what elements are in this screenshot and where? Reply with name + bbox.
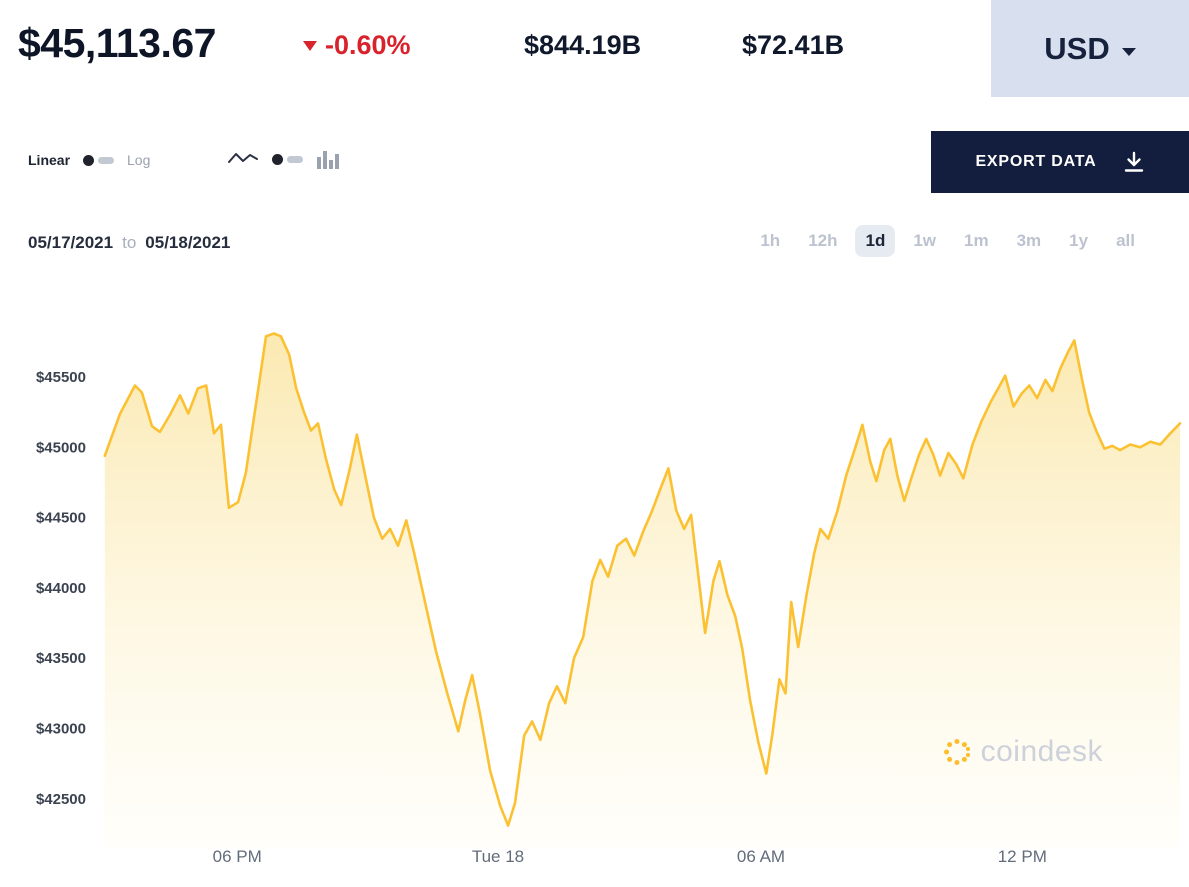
export-data-button[interactable]: EXPORT DATA	[931, 131, 1189, 193]
tab-1d[interactable]: 1d	[855, 225, 896, 257]
x-axis-label: 12 PM	[998, 847, 1047, 866]
price-change-value: -0.60%	[325, 30, 411, 60]
y-axis-label: $45500	[36, 369, 86, 386]
range-tabs: 1h 12h 1d 1w 1m 3m 1y all	[750, 225, 1145, 257]
y-axis-label: $43000	[36, 721, 86, 738]
volume-value: $72.41B	[742, 30, 845, 60]
y-axis-label: $44000	[36, 580, 86, 597]
tab-1m[interactable]: 1m	[954, 225, 999, 257]
scale-toggle-group: Linear Log	[28, 152, 150, 168]
bar-chart-icon	[317, 151, 339, 169]
price-header: $45,113.67 -0.60% $844.19B $72.41B USD	[0, 0, 1189, 97]
toggle-knob	[83, 154, 95, 166]
tab-all[interactable]: all	[1106, 225, 1145, 257]
chart-toolbar: Linear Log EXPORT DATA	[0, 131, 1189, 193]
x-axis-label: 06 AM	[737, 847, 785, 866]
chevron-down-icon	[1121, 47, 1136, 56]
y-axis-label: $45000	[36, 439, 86, 456]
tab-3m[interactable]: 3m	[1007, 225, 1052, 257]
chart-type-toggle-group	[228, 149, 339, 169]
date-range: 05/17/2021 to 05/18/2021	[28, 233, 230, 253]
currency-label: USD	[1044, 30, 1110, 66]
price-area-fill	[104, 333, 1180, 848]
toggle-track	[287, 155, 303, 163]
tab-1w[interactable]: 1w	[903, 225, 946, 257]
price-change: -0.60%	[303, 30, 411, 61]
start-date[interactable]: 05/17/2021	[28, 233, 114, 252]
y-axis-label: $44500	[36, 510, 86, 527]
log-scale-label: Log	[127, 152, 151, 168]
tab-12h[interactable]: 12h	[798, 225, 847, 257]
x-axis-label: 06 PM	[213, 847, 262, 866]
price-line	[103, 332, 1182, 827]
toggle-knob	[272, 153, 283, 165]
down-arrow-icon	[303, 40, 317, 51]
y-axis-label: $42500	[36, 791, 86, 808]
tab-1y[interactable]: 1y	[1059, 225, 1098, 257]
y-axis-label: $43500	[36, 650, 86, 667]
range-row: 05/17/2021 to 05/18/2021 1h 12h 1d 1w 1m 3m 1y…	[0, 223, 1189, 267]
chart-type-toggle-switch[interactable]	[272, 153, 303, 165]
currency-selector[interactable]: USD	[991, 0, 1189, 97]
chart-section: $45500 $45000 $44500 $44000 $43500 $43000 $425…	[0, 310, 1189, 870]
tab-1h[interactable]: 1h	[750, 225, 790, 257]
linear-scale-label: Linear	[28, 152, 71, 168]
line-chart-icon	[228, 153, 258, 163]
end-date[interactable]: 05/18/2021	[145, 233, 231, 252]
export-data-label: EXPORT DATA	[975, 153, 1097, 170]
price-chart[interactable]: $45500 $45000 $44500 $44000 $43500 $43000 $425…	[0, 310, 1189, 870]
scale-toggle-switch[interactable]	[83, 154, 115, 166]
date-to-label: to	[122, 233, 137, 252]
x-axis-label: Tue 18	[472, 847, 524, 866]
toggle-track	[98, 156, 115, 164]
download-icon	[1124, 151, 1143, 172]
market-cap-value: $844.19B	[524, 30, 642, 60]
current-price: $45,113.67	[18, 20, 216, 66]
